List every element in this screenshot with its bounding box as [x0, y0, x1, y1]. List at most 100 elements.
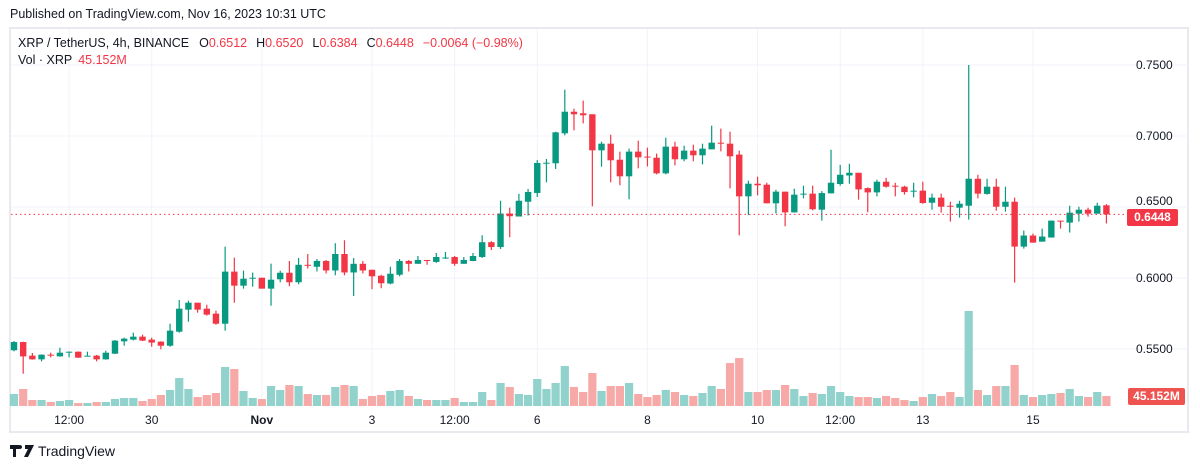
candle[interactable] — [1066, 205, 1073, 233]
candle[interactable] — [827, 149, 835, 194]
candle[interactable] — [1020, 230, 1027, 249]
candle[interactable] — [983, 178, 991, 195]
candle[interactable] — [111, 340, 119, 354]
candle[interactable] — [956, 200, 963, 218]
candle[interactable] — [745, 180, 752, 215]
candle[interactable] — [10, 341, 18, 352]
candle[interactable] — [552, 131, 559, 169]
candle[interactable] — [892, 182, 899, 197]
candle[interactable] — [139, 334, 146, 342]
candle[interactable] — [579, 100, 587, 124]
candle[interactable] — [332, 243, 339, 276]
candle[interactable] — [240, 270, 247, 289]
candle[interactable] — [387, 266, 394, 285]
candle[interactable] — [120, 337, 128, 346]
candle[interactable] — [800, 185, 807, 199]
candle[interactable] — [1084, 207, 1092, 217]
volume-label[interactable]: Vol · XRP — [18, 53, 73, 67]
candle[interactable] — [524, 188, 532, 216]
candle[interactable] — [662, 137, 669, 175]
candle[interactable] — [598, 141, 605, 167]
candle[interactable] — [84, 351, 91, 357]
candle[interactable] — [1048, 220, 1055, 238]
candle[interactable] — [176, 300, 183, 333]
candle[interactable] — [882, 177, 890, 188]
symbol-title[interactable]: XRP / TetherUS, 4h, BINANCE — [18, 36, 190, 50]
candle[interactable] — [763, 182, 770, 204]
candle[interactable] — [928, 193, 936, 210]
candle[interactable] — [644, 147, 651, 167]
candle[interactable] — [157, 341, 165, 350]
candle[interactable] — [873, 179, 881, 197]
candle[interactable] — [570, 108, 578, 131]
candle[interactable] — [478, 235, 486, 258]
candle[interactable] — [772, 189, 780, 214]
candle[interactable] — [635, 140, 642, 169]
candle[interactable] — [1011, 197, 1018, 283]
candle[interactable] — [414, 255, 422, 264]
candle[interactable] — [616, 151, 624, 186]
candle[interactable] — [947, 201, 954, 222]
candle[interactable] — [460, 256, 468, 264]
candle[interactable] — [93, 354, 100, 362]
candle[interactable] — [148, 337, 155, 347]
candle[interactable] — [607, 134, 614, 183]
candle[interactable] — [736, 150, 743, 236]
candle[interactable] — [102, 350, 109, 360]
candle[interactable] — [506, 207, 513, 238]
candle[interactable] — [1002, 186, 1009, 212]
candle[interactable] — [194, 302, 201, 313]
candle[interactable] — [249, 272, 256, 287]
tradingview-footer[interactable]: TradingView — [10, 443, 115, 459]
candle[interactable] — [974, 174, 982, 199]
candle[interactable] — [937, 193, 945, 213]
candle[interactable] — [561, 89, 568, 136]
candle[interactable] — [378, 274, 385, 289]
candle[interactable] — [304, 254, 311, 269]
candle[interactable] — [1094, 202, 1101, 214]
candle[interactable] — [515, 193, 523, 217]
candle[interactable] — [38, 354, 45, 362]
candle[interactable] — [726, 131, 734, 189]
candle[interactable] — [185, 300, 192, 322]
candle[interactable] — [993, 178, 1000, 211]
candle[interactable] — [65, 351, 73, 358]
candle[interactable] — [653, 153, 660, 175]
candle[interactable] — [543, 159, 550, 183]
candle[interactable] — [396, 258, 403, 277]
candle[interactable] — [690, 144, 697, 162]
candle[interactable] — [469, 253, 477, 262]
candle[interactable] — [589, 114, 596, 207]
candle[interactable] — [423, 259, 431, 265]
candle[interactable] — [75, 351, 82, 358]
candle[interactable] — [901, 185, 908, 195]
candle[interactable] — [203, 304, 210, 316]
candle[interactable] — [313, 258, 321, 272]
candle[interactable] — [864, 187, 871, 213]
candle[interactable] — [699, 143, 706, 165]
candle[interactable] — [322, 259, 330, 274]
candle[interactable] — [166, 323, 174, 347]
candle[interactable] — [341, 240, 348, 276]
candle[interactable] — [1038, 228, 1046, 242]
candle[interactable] — [754, 176, 761, 196]
candle[interactable] — [1103, 204, 1110, 224]
candle[interactable] — [818, 191, 826, 221]
candle[interactable] — [791, 188, 798, 213]
candle[interactable] — [277, 270, 284, 283]
candle[interactable] — [781, 191, 789, 227]
candle[interactable] — [286, 260, 293, 287]
candle[interactable] — [221, 246, 229, 331]
candle[interactable] — [1029, 233, 1037, 243]
candle[interactable] — [258, 277, 266, 289]
candle[interactable] — [231, 257, 238, 303]
candle[interactable] — [56, 347, 64, 357]
candle[interactable] — [497, 200, 504, 250]
candle[interactable] — [295, 257, 302, 285]
candle[interactable] — [708, 125, 715, 150]
candle[interactable] — [350, 257, 357, 297]
candle[interactable] — [442, 252, 449, 259]
candle[interactable] — [965, 65, 972, 220]
candle[interactable] — [267, 263, 275, 306]
